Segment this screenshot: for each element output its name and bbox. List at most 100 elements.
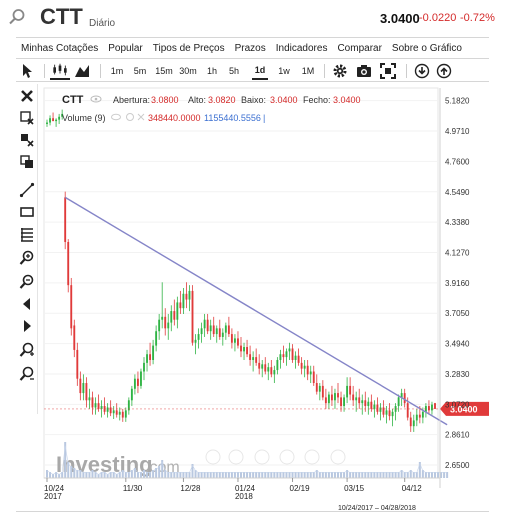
scroll-right-icon[interactable] xyxy=(19,318,35,334)
volume-bar xyxy=(236,472,239,478)
candle-body xyxy=(88,397,91,401)
volume-bar xyxy=(67,462,70,478)
trend-line-icon[interactable] xyxy=(19,182,35,198)
trend-line xyxy=(64,196,448,426)
candle-body xyxy=(106,407,109,412)
fibonacci-icon[interactable] xyxy=(19,226,35,242)
scroll-left-icon[interactable] xyxy=(19,296,35,312)
close-icon[interactable] xyxy=(19,88,35,104)
volume-bar xyxy=(112,472,115,478)
price-tick-label: 4.5490 xyxy=(445,188,470,197)
volume-average-line xyxy=(46,445,448,475)
timeframe-15m[interactable]: 15m xyxy=(155,66,173,76)
zoom-in-icon[interactable] xyxy=(19,250,35,266)
candle-body xyxy=(155,331,158,346)
menu-popular[interactable]: Popular xyxy=(108,43,143,54)
volume-nav-controls[interactable] xyxy=(205,449,346,465)
candle xyxy=(427,400,430,415)
timeframe-1m[interactable]: 1m xyxy=(110,66,124,76)
volume-bar xyxy=(124,472,127,478)
candle xyxy=(431,401,433,415)
chart-toolbar: 1m 5m 15m 30m 1h 5h 1d 1w 1M xyxy=(16,60,489,82)
volume-bar xyxy=(349,472,352,478)
candlestick-type-icon[interactable] xyxy=(50,62,70,80)
volume-eye-icon[interactable] xyxy=(111,113,121,121)
zoom-out-icon[interactable] xyxy=(19,274,35,290)
volume-average: 1155440.5556 xyxy=(204,113,261,123)
timeframe-30m[interactable]: 30m xyxy=(179,66,197,76)
candle-body xyxy=(385,410,388,415)
timeframe-1M[interactable]: 1M xyxy=(301,66,315,76)
menu-my-quotes[interactable]: Minhas Cotações xyxy=(21,43,99,54)
volume-bar xyxy=(170,472,173,478)
clone-icon[interactable] xyxy=(19,154,35,170)
candle-body xyxy=(382,407,385,415)
cursor-icon[interactable] xyxy=(20,62,34,80)
timeframe-1d[interactable]: 1d xyxy=(252,62,268,80)
timeframe-5h[interactable]: 5h xyxy=(228,66,239,76)
candle xyxy=(55,118,58,127)
volume-bar xyxy=(70,466,73,478)
fullscreen-icon[interactable] xyxy=(380,62,396,80)
candle-body xyxy=(243,347,245,352)
timeframe-1w[interactable]: 1w xyxy=(278,66,290,76)
candle xyxy=(152,339,155,365)
zoom-reset-icon[interactable] xyxy=(19,342,35,358)
timeframe-5m[interactable]: 5m xyxy=(133,66,147,76)
menu-timeframes[interactable]: Prazos xyxy=(234,43,266,54)
candle xyxy=(73,319,76,358)
candle-body xyxy=(200,328,203,335)
volume-bar xyxy=(91,470,94,478)
candle-body xyxy=(133,378,136,389)
rectangle-icon[interactable] xyxy=(19,204,35,220)
zoom-fit-icon[interactable] xyxy=(19,366,35,382)
menu-compare[interactable]: Comparar xyxy=(337,43,382,54)
candle xyxy=(115,403,118,418)
candle-body xyxy=(340,397,342,407)
camera-icon[interactable] xyxy=(356,62,372,80)
candle-body xyxy=(167,322,170,329)
menu-about-chart[interactable]: Sobre o Gráfico xyxy=(391,43,462,54)
volume-bar xyxy=(391,472,394,478)
menu-bar: Minhas Cotações Popular Tipos de Preços … xyxy=(16,37,489,59)
candle xyxy=(46,119,48,127)
menu-price-types[interactable]: Tipos de Preços xyxy=(152,43,225,54)
candle-body xyxy=(415,414,418,421)
candle xyxy=(88,388,91,409)
volume-settings-icon[interactable] xyxy=(126,113,134,121)
volume-bar xyxy=(76,470,79,478)
crosshair-magnet-icon[interactable] xyxy=(19,132,35,148)
candle xyxy=(176,296,179,329)
candle xyxy=(170,305,173,332)
volume-bar xyxy=(443,472,446,478)
price-tick-label: 3.4940 xyxy=(445,340,470,349)
time-tick-label: 11/30 xyxy=(123,484,143,493)
settings-gear-icon[interactable] xyxy=(332,62,348,80)
search-icon[interactable] xyxy=(8,8,26,26)
timeframe-1h[interactable]: 1h xyxy=(206,66,217,76)
legend-eye-icon[interactable] xyxy=(90,95,102,103)
volume-close-icon[interactable] xyxy=(137,113,145,121)
candle-body xyxy=(58,116,61,120)
candle xyxy=(376,397,379,415)
volume-bar xyxy=(155,468,158,478)
volume-bar xyxy=(115,474,118,478)
upload-icon[interactable] xyxy=(436,62,452,80)
candle-body xyxy=(297,355,300,363)
candle xyxy=(233,334,236,352)
candle xyxy=(221,328,224,346)
time-tick-label: 03/15 xyxy=(344,484,365,493)
menu-indicators[interactable]: Indicadores xyxy=(275,43,328,54)
download-icon[interactable] xyxy=(414,62,430,80)
area-type-icon[interactable] xyxy=(74,62,90,80)
candle xyxy=(397,394,400,412)
delete-drawings-icon[interactable] xyxy=(19,110,35,126)
volume-bar xyxy=(240,472,242,478)
candle-body xyxy=(67,241,70,286)
candle-body xyxy=(91,397,94,408)
volume-bar xyxy=(327,472,330,478)
volume-value: 348440.0000 xyxy=(148,113,201,123)
candle xyxy=(324,388,327,409)
candle-body xyxy=(300,362,303,369)
